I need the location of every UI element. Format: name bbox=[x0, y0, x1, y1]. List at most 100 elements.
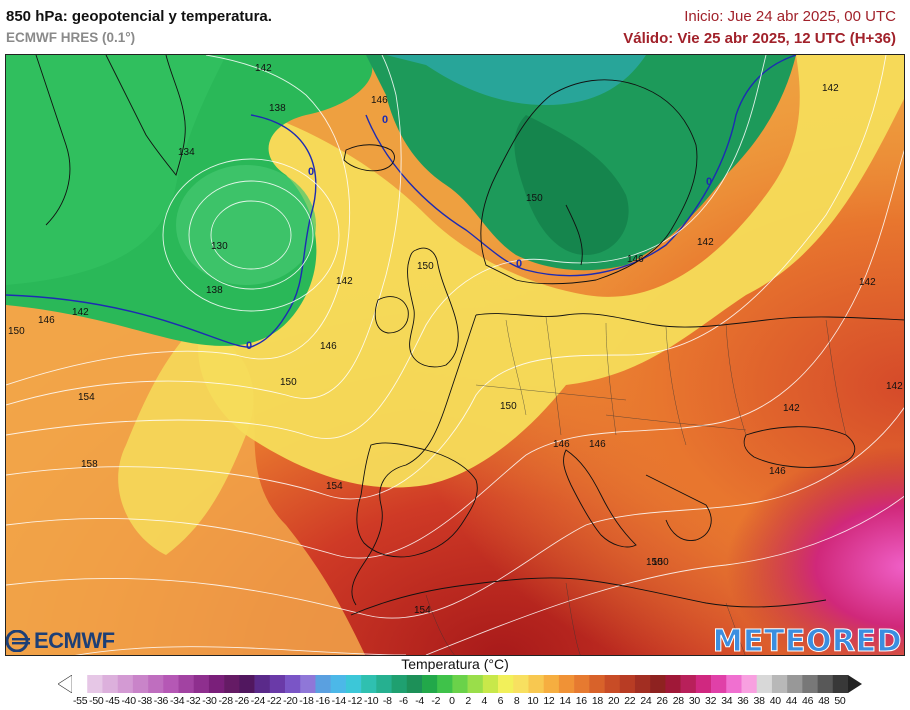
scale-swatch bbox=[148, 675, 164, 693]
contour-label: 142 bbox=[886, 381, 903, 392]
scale-swatch bbox=[163, 675, 179, 693]
scale-swatch bbox=[421, 675, 438, 693]
scale-swatch bbox=[345, 675, 362, 693]
scale-swatch bbox=[741, 675, 758, 693]
scale-swatch bbox=[117, 675, 134, 693]
legend-tick-label: 50 bbox=[834, 695, 846, 707]
color-scale bbox=[58, 675, 862, 693]
contour-label: 146 bbox=[371, 95, 388, 106]
contour-label: 142 bbox=[697, 237, 714, 248]
init-time: Inicio: Jue 24 abr 2025, 00 UTC bbox=[684, 8, 896, 25]
legend-tick-label: -45 bbox=[105, 695, 120, 707]
contour-label: 142 bbox=[255, 63, 272, 74]
scale-arrow-max bbox=[848, 675, 862, 693]
scale-swatch bbox=[285, 675, 301, 693]
contour-label: 138 bbox=[269, 103, 286, 114]
mild-yellow-band bbox=[198, 55, 904, 488]
coastlines bbox=[35, 55, 904, 616]
legend-tick-label: -32 bbox=[186, 695, 201, 707]
legend-tick-label: -8 bbox=[382, 695, 392, 707]
valid-time: Válido: Vie 25 abr 2025, 12 UTC (H+36) bbox=[623, 30, 896, 47]
contour-label: 150 bbox=[526, 193, 543, 204]
scale-swatch bbox=[528, 675, 544, 693]
coldest-north bbox=[386, 55, 646, 105]
legend-tick-label: 32 bbox=[705, 695, 717, 707]
isotherm-label: 0 bbox=[246, 340, 252, 352]
scale-swatch bbox=[452, 675, 468, 693]
legend-tick-label: 44 bbox=[785, 695, 797, 707]
legend-tick-label: -28 bbox=[218, 695, 233, 707]
scale-swatch bbox=[589, 675, 605, 693]
scale-swatch bbox=[224, 675, 240, 693]
scale-swatch bbox=[239, 675, 255, 693]
contour-label: 142 bbox=[336, 276, 353, 287]
legend-tick-label: 10 bbox=[527, 695, 539, 707]
scale-swatch bbox=[711, 675, 727, 693]
country-borders bbox=[425, 316, 847, 655]
scale-swatch bbox=[832, 675, 849, 693]
legend-tick-label: -2 bbox=[431, 695, 441, 707]
scale-swatch bbox=[330, 675, 347, 693]
contour-label: 138 bbox=[206, 285, 223, 296]
legend-tick-label: 40 bbox=[769, 695, 781, 707]
scale-swatch bbox=[72, 675, 88, 693]
zero-isotherm-north bbox=[365, 55, 797, 277]
legend-tick-label: -24 bbox=[250, 695, 266, 707]
scale-swatch bbox=[315, 675, 331, 693]
header-left: 850 hPa: geopotencial y temperatura. ECM… bbox=[6, 7, 272, 47]
cold-core-scandinavia bbox=[514, 115, 629, 255]
scale-swatch bbox=[498, 675, 514, 693]
contour-label: 146 bbox=[38, 315, 55, 326]
legend-tick-label: 46 bbox=[802, 695, 814, 707]
contour-label: 150 bbox=[646, 557, 663, 568]
legend-tick-label: -50 bbox=[89, 695, 104, 707]
contour-label: 150 bbox=[417, 261, 434, 272]
legend-tick-label: 38 bbox=[753, 695, 765, 707]
scale-swatch bbox=[132, 675, 149, 693]
legend-tick-label: 36 bbox=[737, 695, 749, 707]
legend-tick-label: -26 bbox=[234, 695, 250, 707]
map-title: 850 hPa: geopotencial y temperatura. bbox=[6, 8, 272, 25]
legend-title: Temperatura (°C) bbox=[401, 656, 509, 672]
contour-label: 146 bbox=[553, 439, 570, 450]
scale-swatch bbox=[193, 675, 210, 693]
contour-label: 158 bbox=[81, 459, 98, 470]
legend-tick-label: -18 bbox=[299, 695, 314, 707]
contour-label: 150 bbox=[280, 377, 297, 388]
legend-tick-label: -20 bbox=[283, 695, 298, 707]
model-name: ECMWF HRES (0.1°) bbox=[6, 30, 136, 45]
contour-label: 150 bbox=[8, 326, 25, 337]
isotherm-label: 0 bbox=[706, 176, 712, 188]
legend-tick-label: -55 bbox=[72, 695, 88, 707]
scale-swatch bbox=[254, 675, 271, 693]
contour-label: 150 bbox=[500, 401, 517, 412]
legend-tick-label: -14 bbox=[331, 695, 347, 707]
scale-swatch bbox=[482, 675, 499, 693]
isotherm-label: 0 bbox=[516, 258, 522, 270]
legend-tick-label: 24 bbox=[640, 695, 652, 707]
scale-swatch bbox=[756, 675, 773, 693]
legend-tick-label: -30 bbox=[202, 695, 217, 707]
low-center bbox=[176, 165, 316, 285]
legend-tick-label: -6 bbox=[399, 695, 408, 707]
scale-swatch bbox=[391, 675, 408, 693]
contour-label: 130 bbox=[211, 241, 228, 252]
scale-swatch bbox=[619, 675, 636, 693]
scale-swatch bbox=[361, 675, 377, 693]
weather-map[interactable]: 142 138 134 130 138 142 146 146 146 150 … bbox=[5, 54, 905, 656]
legend-tick-label: -34 bbox=[169, 695, 185, 707]
legend-tick-label: -12 bbox=[347, 695, 363, 707]
legend-tick-label: 8 bbox=[513, 695, 520, 707]
contour-label: 142 bbox=[783, 403, 800, 414]
contour-label: 146 bbox=[627, 254, 644, 265]
scale-swatch bbox=[680, 675, 697, 693]
scale-swatch bbox=[87, 675, 103, 693]
legend-tick-label: 22 bbox=[624, 695, 636, 707]
legend-tick-label: 20 bbox=[608, 695, 620, 707]
legend-tick-label: -22 bbox=[266, 695, 282, 707]
scale-swatch bbox=[376, 675, 392, 693]
zero-isotherm-west bbox=[6, 114, 317, 348]
contour-label: 146 bbox=[769, 466, 786, 477]
scale-swatch bbox=[269, 675, 286, 693]
legend-tick-label: 4 bbox=[481, 695, 488, 707]
